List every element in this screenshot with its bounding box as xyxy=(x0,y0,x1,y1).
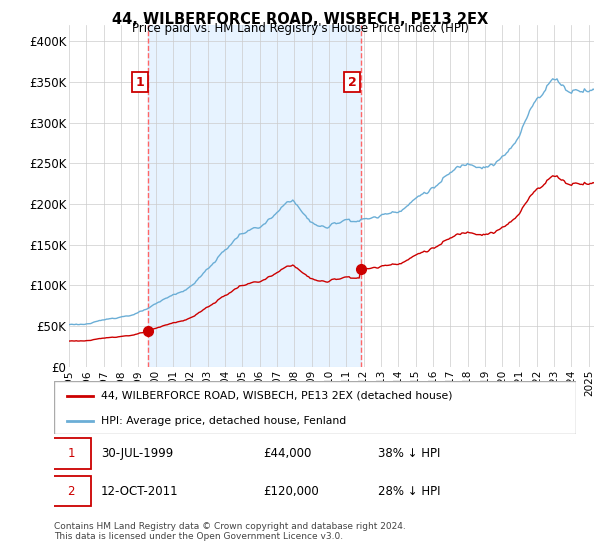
Text: 28% ↓ HPI: 28% ↓ HPI xyxy=(377,485,440,498)
Text: 12-OCT-2011: 12-OCT-2011 xyxy=(101,485,179,498)
FancyBboxPatch shape xyxy=(54,381,576,434)
Text: HPI: Average price, detached house, Fenland: HPI: Average price, detached house, Fenl… xyxy=(101,416,346,426)
Text: Price paid vs. HM Land Registry's House Price Index (HPI): Price paid vs. HM Land Registry's House … xyxy=(131,22,469,35)
Text: 38% ↓ HPI: 38% ↓ HPI xyxy=(377,447,440,460)
Text: 30-JUL-1999: 30-JUL-1999 xyxy=(101,447,173,460)
Text: 44, WILBERFORCE ROAD, WISBECH, PE13 2EX: 44, WILBERFORCE ROAD, WISBECH, PE13 2EX xyxy=(112,12,488,27)
Text: 1: 1 xyxy=(67,447,75,460)
Text: 2: 2 xyxy=(347,76,356,88)
Bar xyxy=(148,25,361,367)
Text: £44,000: £44,000 xyxy=(263,447,311,460)
Text: 44, WILBERFORCE ROAD, WISBECH, PE13 2EX (detached house): 44, WILBERFORCE ROAD, WISBECH, PE13 2EX … xyxy=(101,391,452,401)
Text: 1: 1 xyxy=(136,76,144,88)
Text: Contains HM Land Registry data © Crown copyright and database right 2024.
This d: Contains HM Land Registry data © Crown c… xyxy=(54,522,406,542)
FancyBboxPatch shape xyxy=(52,438,91,469)
Text: 2: 2 xyxy=(67,485,75,498)
FancyBboxPatch shape xyxy=(52,476,91,506)
Text: £120,000: £120,000 xyxy=(263,485,319,498)
